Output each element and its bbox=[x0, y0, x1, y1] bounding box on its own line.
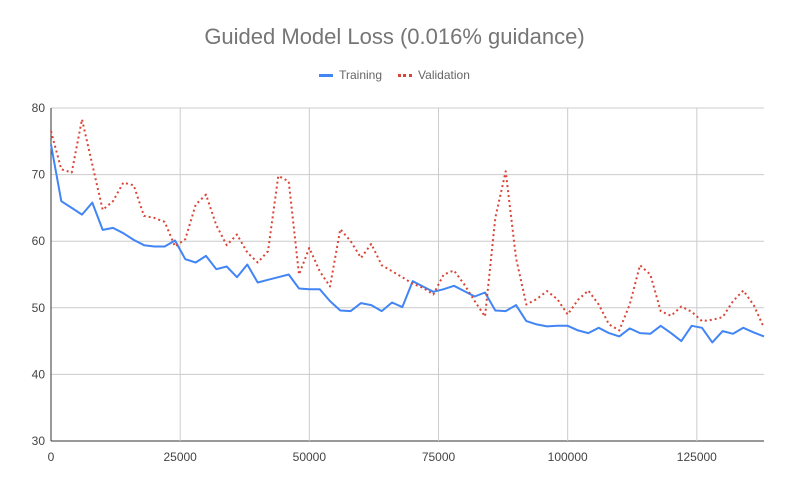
legend-swatch-validation bbox=[398, 73, 413, 77]
series-line-training bbox=[50, 144, 765, 344]
x-tick-label: 0 bbox=[48, 450, 55, 464]
x-tick-label: 75000 bbox=[422, 450, 456, 464]
x-tick-label: 125000 bbox=[677, 450, 717, 464]
x-tick-label: 25000 bbox=[163, 450, 197, 464]
y-tick-label: 30 bbox=[32, 434, 46, 448]
legend-item-validation[interactable]: Validation bbox=[398, 68, 470, 82]
y-tick-label: 50 bbox=[32, 301, 46, 315]
legend-label-validation: Validation bbox=[418, 68, 470, 82]
chart-title: Guided Model Loss (0.016% guidance) bbox=[204, 24, 585, 49]
chart-legend: Training Validation bbox=[0, 68, 789, 82]
y-tick-label: 40 bbox=[32, 367, 46, 381]
series-line-validation bbox=[50, 118, 765, 332]
y-tick-label: 80 bbox=[32, 101, 46, 115]
x-tick-label: 100000 bbox=[548, 450, 588, 464]
legend-label-training: Training bbox=[339, 68, 383, 82]
y-tick-label: 70 bbox=[32, 168, 46, 182]
legend-item-training[interactable]: Training bbox=[319, 68, 382, 82]
x-tick-label: 50000 bbox=[293, 450, 327, 464]
y-tick-label: 60 bbox=[32, 234, 46, 248]
legend-swatch-training bbox=[319, 73, 334, 77]
